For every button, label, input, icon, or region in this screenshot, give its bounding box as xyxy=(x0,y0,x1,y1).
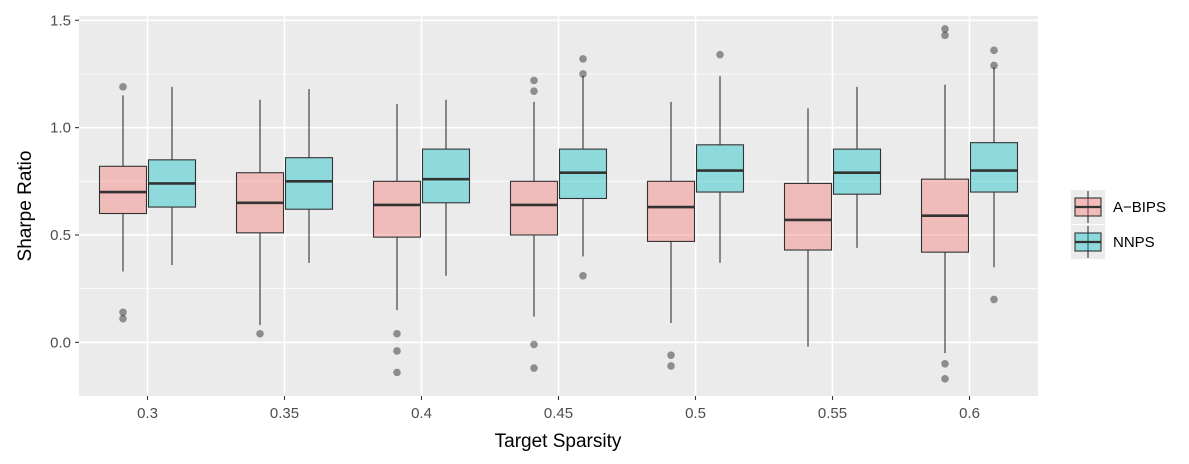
box-iqr xyxy=(783,182,833,251)
outlier-point xyxy=(990,46,998,55)
x-axis: 0.3 0.35 0.4 0.45 0.5 0.55 0.6 xyxy=(137,396,980,422)
box-iqr xyxy=(646,180,696,242)
box-abips xyxy=(235,99,285,338)
outlier-point xyxy=(393,368,401,377)
outlier-point xyxy=(941,31,949,40)
outlier-point xyxy=(941,375,949,383)
legend: A−BIPS NNPS xyxy=(1071,190,1166,259)
box-nnps xyxy=(421,99,471,276)
outlier-point xyxy=(530,76,538,85)
legend-label: NNPS xyxy=(1113,234,1155,251)
box-abips xyxy=(783,108,833,347)
y-tick-label: 1.0 xyxy=(50,120,71,137)
box-iqr xyxy=(421,148,471,204)
outlier-point xyxy=(119,308,127,317)
outlier-point xyxy=(579,271,587,280)
outlier-point xyxy=(579,55,587,63)
y-tick-label: 0.5 xyxy=(50,227,71,244)
box-abips xyxy=(509,76,559,372)
box-nnps xyxy=(147,86,197,266)
box-nnps xyxy=(832,86,882,248)
box-iqr xyxy=(98,165,148,215)
y-axis-title: Sharpe Ratio xyxy=(15,151,36,262)
outlier-point xyxy=(667,362,675,370)
outlier-point xyxy=(530,364,538,372)
y-tick-label: 0.0 xyxy=(50,334,71,351)
x-tick-label: 0.5 xyxy=(685,405,706,422)
legend-item: NNPS xyxy=(1071,225,1155,259)
outlier-point xyxy=(941,359,949,368)
outlier-point xyxy=(667,351,675,360)
x-tick-label: 0.3 xyxy=(137,405,158,422)
box-abips xyxy=(920,25,970,383)
outlier-point xyxy=(990,61,998,70)
outlier-point xyxy=(256,329,264,338)
y-tick-label: 1.5 xyxy=(50,12,71,29)
y-axis: 0.0 0.5 1.0 1.5 xyxy=(50,12,79,351)
outlier-point xyxy=(393,347,401,355)
x-tick-label: 0.35 xyxy=(270,405,299,422)
box-nnps xyxy=(284,88,334,263)
outlier-point xyxy=(393,329,401,338)
box-nnps xyxy=(695,50,745,263)
box-iqr xyxy=(969,142,1019,193)
outlier-point xyxy=(716,50,724,59)
grid-major xyxy=(79,16,1038,396)
x-tick-label: 0.55 xyxy=(818,405,847,422)
outlier-point xyxy=(990,295,998,304)
box-iqr xyxy=(509,180,559,236)
box-nnps xyxy=(969,46,1019,304)
x-tick-label: 0.45 xyxy=(544,405,573,422)
box-nnps xyxy=(558,55,608,280)
box-iqr xyxy=(284,157,334,210)
x-axis-title: Target Sparsity xyxy=(495,431,622,452)
outlier-point xyxy=(579,70,587,78)
box-abips xyxy=(646,101,696,370)
box-iqr xyxy=(695,144,745,193)
x-tick-label: 0.6 xyxy=(959,405,980,422)
box-abips xyxy=(372,104,422,377)
legend-label: A−BIPS xyxy=(1113,199,1166,216)
box-iqr xyxy=(372,180,422,238)
outlier-point xyxy=(119,83,127,91)
outlier-point xyxy=(941,25,949,33)
outlier-point xyxy=(530,87,538,95)
x-tick-label: 0.4 xyxy=(411,405,432,422)
legend-item: A−BIPS xyxy=(1071,190,1166,224)
outlier-point xyxy=(530,340,538,349)
box-abips xyxy=(98,83,148,323)
boxes xyxy=(98,25,1019,383)
outlier-point xyxy=(119,314,127,323)
